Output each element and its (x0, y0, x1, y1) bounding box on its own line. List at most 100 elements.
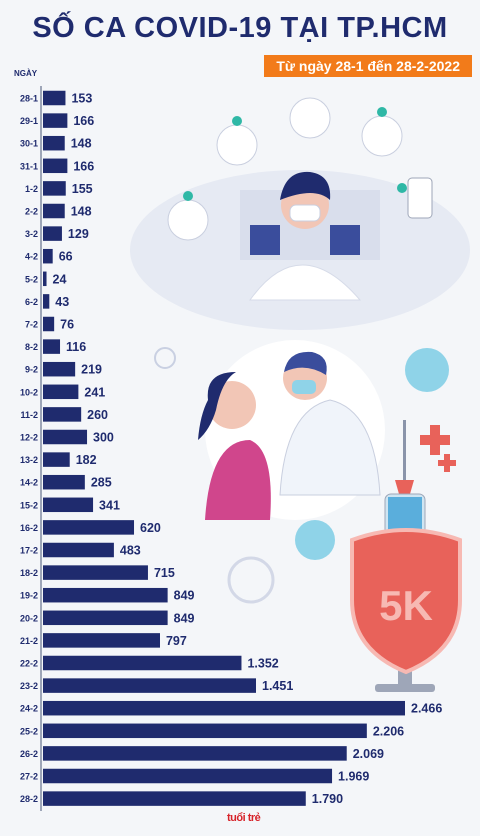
value-label: 2.069 (353, 747, 384, 761)
category-label: 11-2 (20, 410, 38, 420)
axis-label-date: NGÀY (14, 69, 38, 78)
bar (43, 384, 79, 400)
category-label: 19-2 (20, 591, 38, 601)
building-window (250, 225, 280, 255)
value-label: 155 (72, 182, 93, 196)
bar (43, 158, 68, 174)
bar (43, 294, 50, 309)
category-label: 8-2 (25, 342, 38, 352)
bar (43, 226, 62, 241)
bar (43, 610, 168, 626)
bar (43, 497, 94, 513)
category-label: 9-2 (25, 365, 38, 375)
value-label: 285 (91, 476, 112, 490)
category-label: 17-2 (20, 546, 38, 556)
doctor-mask (289, 204, 321, 222)
doctor-hair (280, 171, 331, 200)
value-label: 849 (174, 589, 195, 603)
value-label: 166 (73, 159, 94, 173)
category-label: 21-2 (20, 636, 38, 646)
patient-icon (289, 97, 331, 139)
value-label: 2.466 (411, 702, 442, 716)
plus-icon (438, 454, 456, 472)
category-label: 27-2 (20, 772, 38, 782)
bar (43, 135, 65, 151)
category-label: 23-2 (20, 681, 38, 691)
category-label: 2-2 (25, 207, 38, 217)
bar (43, 248, 53, 264)
category-label: 15-2 (20, 500, 38, 510)
category-label: 18-2 (20, 568, 38, 578)
value-label: 66 (59, 250, 73, 264)
value-label: 341 (99, 498, 120, 512)
syringe-handle (375, 684, 435, 692)
category-label: 20-2 (20, 613, 38, 623)
syringe-tip (395, 480, 414, 494)
nurse-hair (284, 351, 327, 375)
category-label: 29-1 (20, 116, 38, 126)
bar (43, 407, 82, 422)
publisher-logo: tuổi trẻ (227, 812, 261, 824)
category-label: 25-2 (20, 726, 38, 736)
value-label: 260 (87, 408, 108, 422)
bar (43, 203, 65, 219)
value-label: 1.969 (338, 770, 369, 784)
bar (43, 587, 168, 603)
date-range-badge: Từ ngày 28-1 đến 28-2-2022 (264, 55, 472, 77)
value-label: 1.352 (247, 657, 278, 671)
bar (43, 520, 135, 535)
check-icon (232, 116, 242, 126)
category-label: 31-1 (20, 161, 38, 171)
category-label: 28-1 (20, 94, 38, 104)
bar (43, 316, 55, 332)
value-label: 76 (60, 318, 74, 332)
value-label: 148 (71, 137, 92, 151)
category-label: 10-2 (20, 387, 38, 397)
bar (43, 181, 66, 196)
value-label: 166 (73, 114, 94, 128)
phone-icon (407, 177, 433, 219)
category-label: 28-2 (20, 794, 38, 804)
value-label: 241 (84, 385, 105, 399)
plus-icon (420, 425, 450, 455)
value-label: 300 (93, 431, 114, 445)
bar (43, 700, 405, 716)
category-label: 16-2 (20, 523, 38, 533)
category-label: 12-2 (20, 433, 38, 443)
bar (43, 339, 61, 354)
category-label: 7-2 (25, 320, 38, 330)
value-label: 483 (120, 544, 141, 558)
bar (43, 723, 367, 739)
category-label: 3-2 (25, 229, 38, 239)
page-title: SỐ CA COVID-19 TẠI TP.HCM (32, 12, 448, 44)
value-label: 1.790 (312, 792, 343, 806)
value-label: 1.451 (262, 679, 293, 693)
value-label: 43 (55, 295, 69, 309)
category-label: 22-2 (20, 659, 38, 669)
bar (43, 746, 347, 761)
bar (43, 474, 85, 490)
bar (43, 452, 70, 467)
bar (43, 542, 114, 558)
value-label: 24 (53, 272, 67, 286)
check-icon (397, 183, 407, 193)
category-label: 4-2 (25, 252, 38, 262)
virus-icon (405, 348, 449, 392)
value-label: 2.206 (373, 724, 404, 738)
category-label: 5-2 (25, 274, 38, 284)
bar (43, 429, 88, 445)
shield-label: 5K (379, 582, 433, 629)
category-label: 1-2 (25, 184, 38, 194)
bar (43, 565, 148, 580)
bar (43, 90, 66, 106)
nurse-body (279, 399, 381, 496)
value-label: 620 (140, 521, 161, 535)
bar (43, 768, 333, 784)
nurse-mask (292, 380, 316, 394)
patient-body (205, 440, 271, 520)
virus-icon (154, 347, 176, 369)
category-label: 14-2 (20, 478, 38, 488)
virus-icon (295, 520, 335, 560)
